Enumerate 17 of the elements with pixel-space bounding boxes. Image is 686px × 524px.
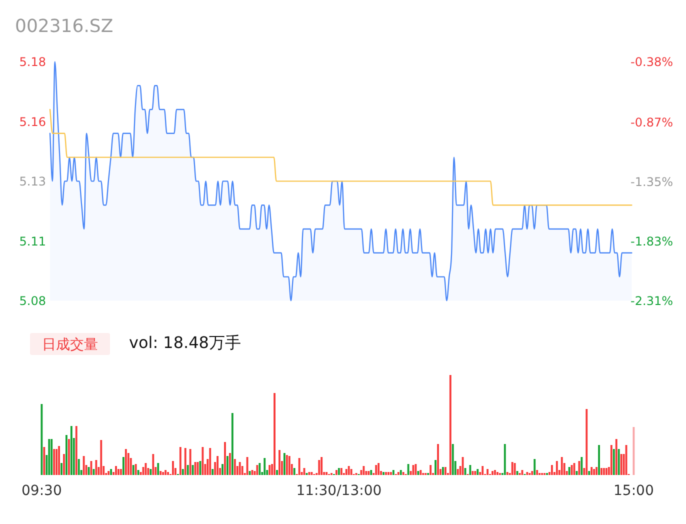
x-tick-label: 11:30/13:00 <box>296 483 382 499</box>
y-tick-label: 5.18 <box>19 55 46 69</box>
y-tick-label: 5.16 <box>19 114 46 129</box>
y2-tick-label: -0.38% <box>630 55 673 69</box>
chart-subtitle: vol: 18.48万手 <box>129 333 241 352</box>
y2-tick-label: -2.31% <box>630 294 673 308</box>
x-tick-label: 09:30 <box>22 483 62 499</box>
y2-tick-label: -0.87% <box>630 116 673 130</box>
chart-title: 002316.SZ <box>15 16 114 37</box>
y2-tick-label: -1.35% <box>630 175 673 190</box>
line-series <box>49 108 632 206</box>
y-tick-label: 5.11 <box>19 234 46 248</box>
x-tick-label: 15:00 <box>614 483 654 499</box>
chart-title: 日成交量 <box>42 337 98 353</box>
y-tick-label: 5.13 <box>19 174 46 188</box>
y2-tick-label: -1.83% <box>630 234 673 249</box>
y-tick-label: 5.08 <box>19 294 46 308</box>
